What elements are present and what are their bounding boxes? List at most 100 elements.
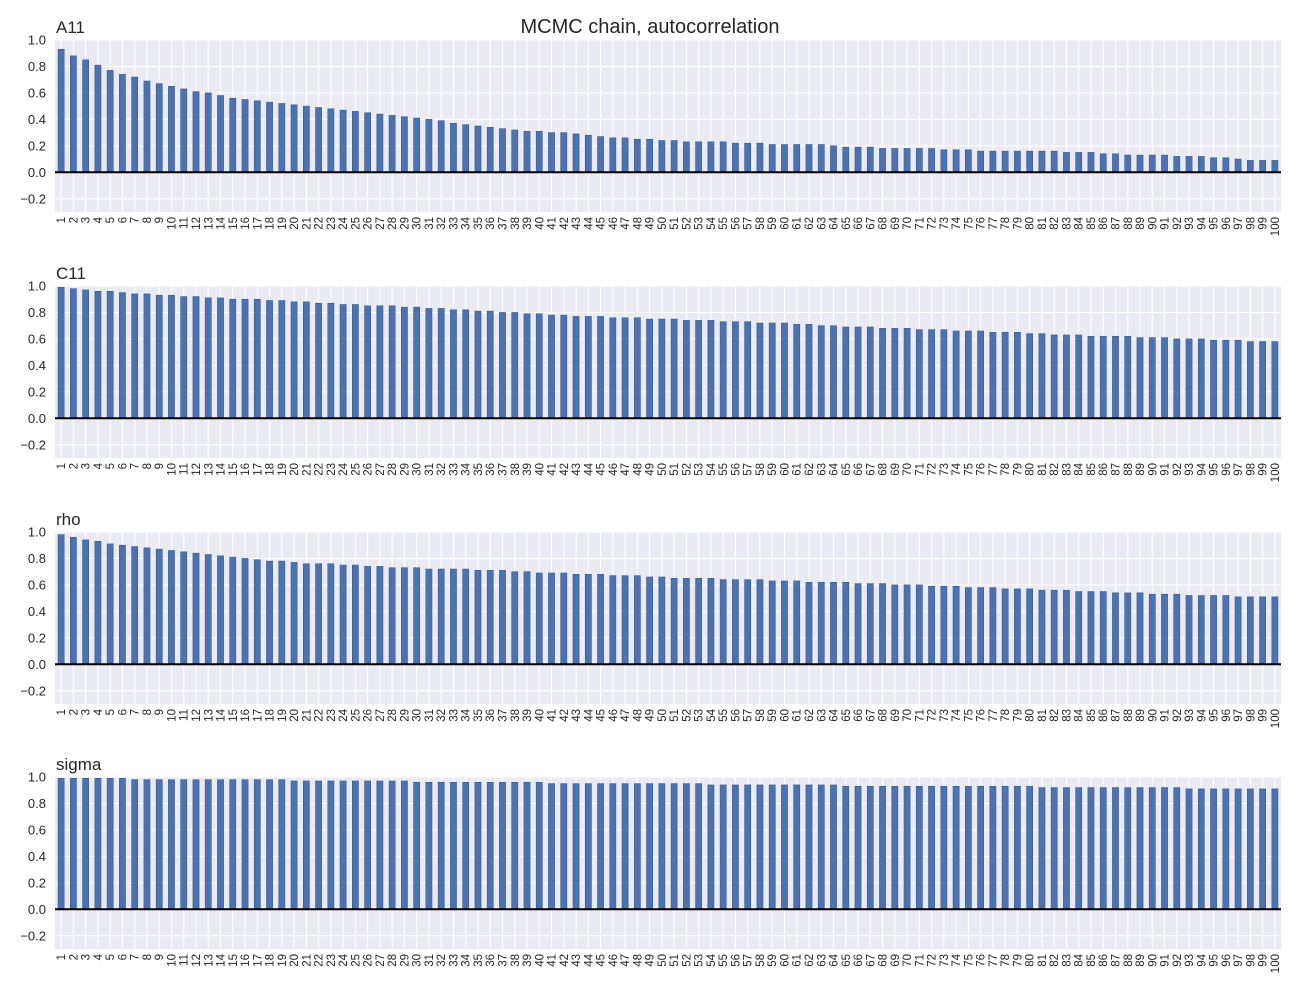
bar: [781, 580, 788, 665]
bar: [327, 302, 335, 419]
x-tick-label: 61: [792, 709, 804, 722]
bar: [928, 785, 935, 910]
bar: [854, 326, 862, 419]
x-tick-label: 38: [510, 463, 522, 476]
bar: [744, 784, 752, 910]
bar: [278, 300, 286, 419]
x-tick-label: 41: [547, 463, 559, 476]
bar: [70, 288, 77, 419]
bar: [1063, 589, 1070, 665]
y-tick-label: 0.6: [28, 577, 46, 592]
bar: [401, 780, 408, 910]
x-tick-label: 59: [767, 954, 779, 967]
bar: [584, 574, 592, 665]
bar: [977, 587, 984, 665]
x-tick-label: 39: [522, 954, 534, 967]
x-tick-label: 96: [1221, 954, 1233, 967]
x-tick-label: 99: [1258, 217, 1270, 230]
bar: [217, 95, 224, 173]
bar: [1014, 588, 1021, 665]
bar: [1222, 339, 1230, 419]
x-tick-label: 26: [363, 217, 375, 230]
x-tick-label: 24: [338, 216, 350, 229]
x-tick-label: 99: [1258, 954, 1270, 967]
bar: [903, 584, 911, 665]
bar: [57, 778, 65, 910]
bar: [106, 70, 114, 173]
x-tick-label: 18: [265, 217, 277, 230]
x-tick-label: 8: [142, 463, 154, 469]
bar: [413, 117, 421, 173]
x-tick-label: 80: [1025, 954, 1037, 967]
x-tick-label: 20: [289, 954, 301, 967]
bar: [1001, 785, 1009, 910]
bar: [278, 103, 286, 173]
plot-area: [55, 286, 1281, 458]
bar: [131, 293, 139, 419]
bar: [928, 585, 935, 665]
x-tick-label: 91: [1160, 463, 1172, 476]
bar: [1099, 153, 1107, 173]
x-tick-label: 68: [878, 709, 890, 722]
bar: [572, 316, 580, 419]
bar: [744, 579, 752, 665]
bar: [119, 74, 126, 173]
x-tick-label: 99: [1258, 463, 1270, 476]
bar: [719, 579, 727, 665]
bar: [1001, 332, 1009, 419]
bar: [879, 583, 886, 665]
y-tick-label: 0.2: [28, 384, 46, 399]
bar: [744, 142, 752, 173]
bar: [781, 322, 788, 419]
bar: [1124, 154, 1132, 173]
bar: [168, 550, 175, 665]
x-tick-label: 76: [976, 217, 988, 230]
x-tick-label: 54: [706, 953, 718, 966]
x-tick-label: 73: [939, 217, 951, 230]
bar: [572, 783, 580, 910]
x-tick-label: 86: [1098, 709, 1110, 722]
bar: [903, 785, 911, 910]
bar: [621, 137, 629, 173]
x-tick-label: 15: [228, 954, 240, 967]
bar: [952, 330, 960, 419]
bar: [695, 320, 703, 419]
x-tick-label: 88: [1123, 954, 1135, 967]
bar: [266, 779, 273, 910]
x-tick-label: 31: [424, 217, 436, 230]
x-tick-label: 95: [1209, 709, 1221, 722]
bar: [768, 322, 776, 419]
bar: [793, 324, 801, 419]
y-tick-label: 0.4: [28, 849, 46, 864]
bar: [327, 108, 335, 173]
bar: [817, 784, 825, 910]
y-tick-label: −0.2: [20, 437, 46, 452]
x-tick-label: 34: [461, 953, 473, 966]
bar: [290, 780, 298, 910]
x-tick-label: 11: [179, 709, 191, 721]
x-tick-label: 31: [424, 954, 436, 967]
x-tick-label: 67: [865, 217, 877, 230]
x-tick-label: 51: [669, 217, 681, 230]
bar: [192, 91, 200, 173]
bar: [1136, 337, 1144, 419]
panel-rho: −0.20.00.20.40.60.81.01 2 3 4 5 6 7 8 9 10 11 12 13 1…: [20, 510, 1282, 728]
x-tick-label: 12: [191, 217, 203, 230]
x-tick-label: 69: [890, 709, 902, 722]
bar: [952, 585, 960, 665]
x-tick-label: 93: [1184, 954, 1196, 967]
x-tick-label: 46: [608, 709, 620, 722]
bar: [1124, 787, 1132, 910]
y-tick-label: 0.0: [28, 165, 46, 180]
x-tick-label: 22: [314, 709, 326, 722]
x-tick-label: 17: [252, 954, 264, 967]
x-tick-label: 46: [608, 217, 620, 230]
bar: [450, 309, 457, 419]
x-tick-label: 47: [620, 463, 632, 476]
bar: [462, 781, 470, 910]
bar: [437, 568, 445, 665]
x-tick-label: 59: [767, 463, 779, 476]
bar: [155, 294, 163, 419]
bar: [364, 112, 371, 173]
x-tick-label: 20: [289, 217, 301, 230]
